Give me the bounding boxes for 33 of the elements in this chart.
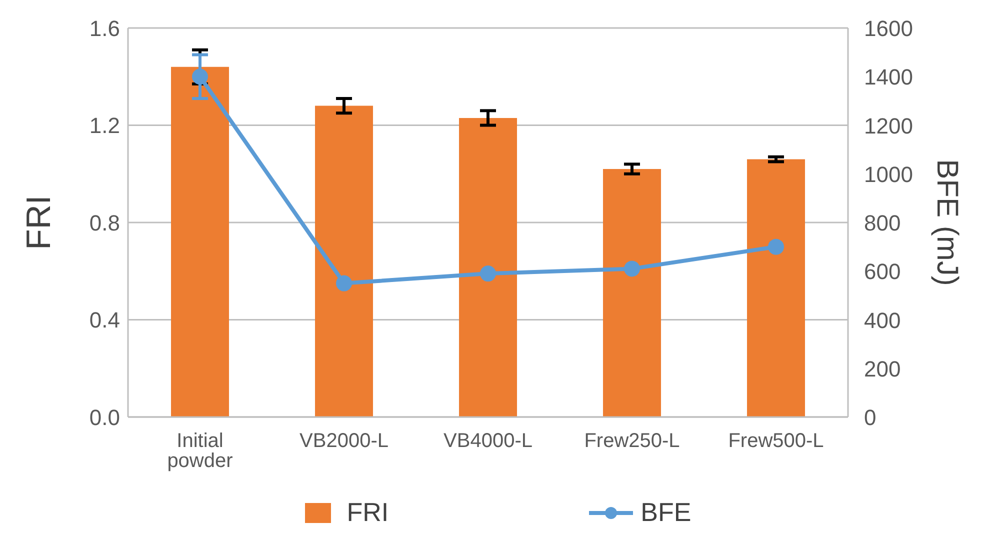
y2-tick-label: 400: [864, 308, 901, 333]
y-tick-label: 0.0: [89, 404, 120, 430]
bar: [171, 66, 229, 417]
y-tick-label: 1.2: [89, 113, 120, 138]
y2-tick-label: 800: [864, 210, 901, 236]
y2-axis-title: BFE (mJ): [930, 159, 964, 286]
y2-tick-label: 1400: [864, 64, 913, 90]
y-tick-label: 1.6: [89, 16, 120, 41]
x-tick-label: VB4000-L: [444, 430, 532, 452]
x-tick-label: Initial powder: [167, 430, 234, 472]
bar: [603, 169, 661, 417]
x-tick-label: VB2000-L: [300, 430, 388, 452]
point: [624, 260, 640, 277]
y2-tick-label: 200: [864, 356, 901, 382]
legend-label: FRI: [346, 497, 389, 528]
point: [480, 266, 496, 282]
point: [336, 275, 352, 292]
y2-tick-label: 600: [864, 259, 901, 284]
x-tick-label: Frew500-L: [728, 430, 824, 452]
y2-tick-label: 0: [864, 405, 876, 430]
bar: [315, 106, 373, 417]
legend-label: BFE: [640, 497, 692, 528]
y2-tick-label: 1000: [864, 162, 913, 187]
x-tick-label: Frew250-L: [584, 430, 680, 452]
bar: [459, 118, 517, 417]
point: [192, 68, 208, 85]
y-tick-label: 0.4: [89, 308, 120, 333]
y-tick-label: 0.8: [89, 210, 120, 236]
point: [768, 238, 784, 255]
y-axis-title: FRI: [20, 195, 58, 250]
y2-tick-label: 1600: [864, 16, 913, 41]
y2-tick-label: 1200: [864, 113, 913, 138]
bar: [747, 159, 805, 417]
